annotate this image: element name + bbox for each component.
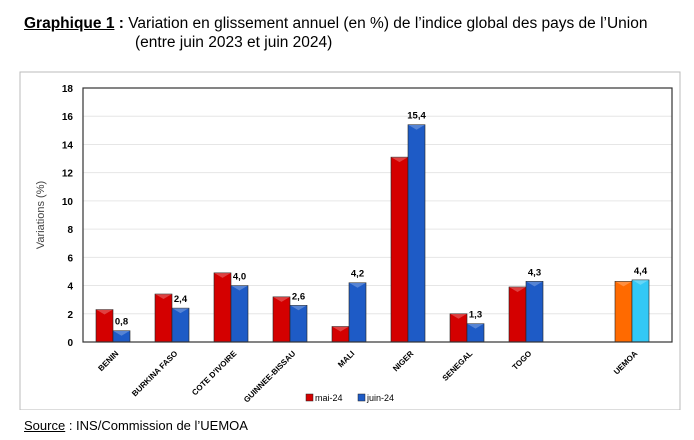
bar-bevel: [509, 286, 526, 292]
data-label: 0,8: [115, 317, 128, 328]
bar-mai-24: [272, 296, 291, 343]
bar-bevel: [273, 296, 290, 302]
data-label: 4,4: [634, 266, 648, 277]
y-tick-label: 4: [67, 282, 73, 293]
title-line1: Variation en glissement annuel (en %) de…: [128, 15, 648, 32]
bar-juin-24: [230, 285, 249, 343]
y-tick-label: 6: [67, 253, 73, 264]
bar-mai-24: [614, 281, 633, 343]
bar-bevel: [113, 330, 130, 336]
bar-bevel: [214, 272, 231, 278]
data-label: 1,3: [469, 310, 482, 321]
title-label: Graphique 1: [24, 15, 115, 32]
chart-title: Graphique 1 : Variation en glissement an…: [24, 15, 648, 51]
x-tick-label: TOGO: [510, 349, 533, 372]
plot-area: [82, 87, 673, 343]
y-tick-label: 0: [67, 338, 73, 349]
data-label: 4,2: [351, 269, 364, 280]
bar-bevel: [391, 157, 408, 163]
data-label: 2,4: [174, 294, 188, 305]
y-tick-label: 14: [62, 140, 74, 151]
y-tick-label: 2: [67, 310, 73, 321]
x-tick-label: SENEGAL: [441, 349, 475, 383]
x-tick-label: BURKINA FASO: [130, 349, 179, 398]
legend-label: mai-24: [315, 393, 343, 403]
x-tick-label: NIGER: [391, 349, 415, 373]
chart-frame: [19, 71, 681, 410]
x-tick-label: GUINNEE-BISSAU: [242, 349, 298, 405]
legend-swatch: [305, 393, 314, 402]
bar-bevel: [632, 279, 649, 285]
y-axis-label: Variations (%): [35, 181, 47, 249]
bar-bevel: [155, 294, 172, 300]
data-label: 4,3: [528, 267, 541, 278]
bar-mai-24: [508, 286, 527, 343]
y-tick-label: 8: [67, 225, 73, 236]
bar-bevel: [349, 282, 366, 288]
bar-juin-24: [348, 282, 367, 343]
bar-bevel: [450, 313, 467, 319]
y-tick-label: 16: [62, 112, 74, 123]
bar-juin-24: [171, 307, 190, 343]
bar-bevel: [96, 309, 113, 315]
bar-bevel: [231, 285, 248, 291]
bar-juin-24: [525, 281, 544, 343]
bar-bevel: [332, 326, 349, 332]
bar-bevel: [615, 281, 632, 287]
bar-mai-24: [390, 156, 409, 343]
legend-label: juin-24: [366, 393, 394, 403]
bar-bevel: [526, 281, 543, 287]
bar-mai-24: [154, 293, 173, 343]
x-tick-label: BENIN: [96, 349, 120, 373]
legend-swatch: [357, 393, 366, 402]
y-tick-label: 12: [62, 169, 74, 180]
x-tick-label: UEMOA: [612, 349, 640, 377]
bar-bevel: [172, 308, 189, 314]
data-label: 2,6: [292, 291, 305, 302]
bar-chart: 0,8 2,4 4,0 2,6 4,2 15,4 1,3 4,3 4,4 0 2 4 6 8 10 12 14 1…: [19, 71, 681, 410]
bar-bevel: [467, 323, 484, 329]
x-tick-label: COTE D'IVOIRE: [190, 349, 239, 398]
bar-bevel: [408, 124, 425, 130]
y-tick-label: 10: [62, 197, 74, 208]
bar-bevel: [290, 305, 307, 311]
data-label: 4,0: [233, 272, 246, 283]
bar-juin-24: [407, 124, 426, 343]
data-label: 15,4: [407, 111, 426, 122]
source-note: Source : INS/Commission de l’UEMOA: [24, 418, 248, 433]
title-line2: (entre juin 2023 et juin 2024): [135, 34, 333, 51]
bar-juin-24: [289, 305, 308, 343]
x-tick-label: MALI: [336, 349, 356, 369]
y-tick-label: 18: [62, 84, 74, 95]
bar-juin-24: [631, 279, 650, 343]
bar-mai-24: [213, 272, 232, 343]
